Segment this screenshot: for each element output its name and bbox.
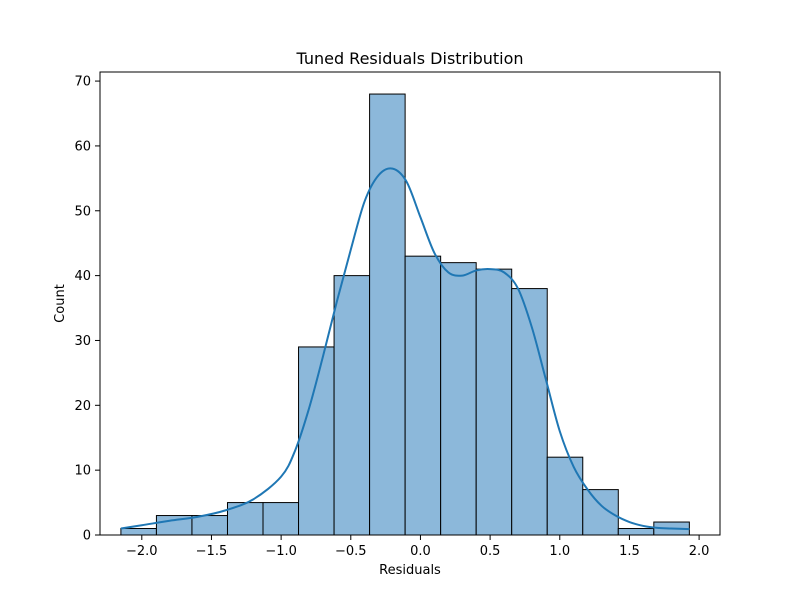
histogram-bar xyxy=(333,275,371,536)
y-tick-label: 30 xyxy=(74,334,91,349)
x-tick-label: 0.0 xyxy=(410,544,431,559)
y-tick-label: 0 xyxy=(83,529,91,544)
kde-curve xyxy=(120,167,690,531)
histogram-bar xyxy=(298,346,335,536)
chart-title: Tuned Residuals Distribution xyxy=(295,49,523,68)
x-tick-label: −1.5 xyxy=(196,544,228,559)
x-tick-label: −0.5 xyxy=(335,544,367,559)
histogram-bar xyxy=(262,502,300,536)
histogram-bar xyxy=(191,515,228,536)
x-axis-label: Residuals xyxy=(379,563,441,578)
y-axis-label: Count xyxy=(53,284,68,323)
x-axis-ticks: −2.0 −1.5 −1.0 −0.5 0.0 0.5 1.0 1.5 2.0 xyxy=(126,535,709,559)
histogram-bar xyxy=(440,262,477,536)
x-tick-label: 1.5 xyxy=(619,544,640,559)
histogram-bar xyxy=(582,489,619,536)
x-tick-label: 2.0 xyxy=(689,544,710,559)
y-tick-label: 40 xyxy=(74,269,91,284)
histogram-bar xyxy=(546,456,584,536)
y-tick-label: 60 xyxy=(74,139,91,154)
x-tick-label: 0.5 xyxy=(480,544,501,559)
histogram-bar xyxy=(475,268,513,536)
histogram-bar xyxy=(404,255,442,536)
y-tick-label: 50 xyxy=(74,204,91,219)
y-tick-label: 70 xyxy=(74,75,91,90)
x-tick-label: −2.0 xyxy=(126,544,158,559)
histogram-bar xyxy=(120,528,157,536)
histogram-bar xyxy=(226,502,264,536)
y-tick-label: 20 xyxy=(74,399,91,414)
plot-area-frame xyxy=(99,71,721,536)
y-tick-label: 10 xyxy=(74,464,91,479)
histogram-bar xyxy=(511,288,548,536)
histogram-bars xyxy=(120,93,690,536)
x-tick-label: 1.0 xyxy=(549,544,570,559)
histogram-bar xyxy=(617,528,655,536)
histogram-bar xyxy=(369,93,406,536)
x-tick-label: −1.0 xyxy=(265,544,297,559)
y-axis-ticks: 0 10 20 30 40 50 60 70 xyxy=(74,75,100,544)
